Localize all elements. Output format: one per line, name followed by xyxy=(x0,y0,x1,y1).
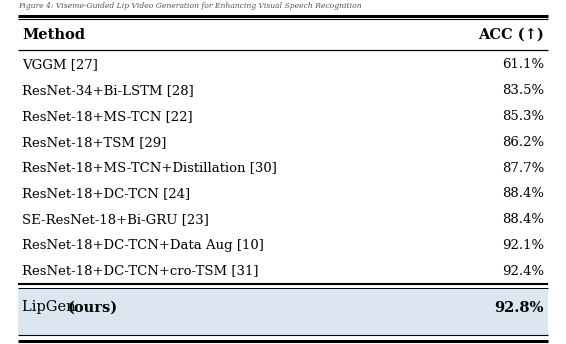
Text: ACC (↑): ACC (↑) xyxy=(478,28,544,42)
Text: ResNet-18+TSM [29]: ResNet-18+TSM [29] xyxy=(22,136,166,149)
Text: ResNet-18+MS-TCN+Distillation [30]: ResNet-18+MS-TCN+Distillation [30] xyxy=(22,161,277,174)
Text: 61.1%: 61.1% xyxy=(502,58,544,72)
Text: 83.5%: 83.5% xyxy=(502,84,544,97)
Text: 86.2%: 86.2% xyxy=(502,136,544,149)
Text: ResNet-34+Bi-LSTM [28]: ResNet-34+Bi-LSTM [28] xyxy=(22,84,194,97)
Text: ResNet-18+DC-TCN+cro-TSM [31]: ResNet-18+DC-TCN+cro-TSM [31] xyxy=(22,265,259,278)
Bar xyxy=(18,289,548,336)
Text: 92.4%: 92.4% xyxy=(502,265,544,278)
Text: 85.3%: 85.3% xyxy=(502,110,544,123)
Text: SE-ResNet-18+Bi-GRU [23]: SE-ResNet-18+Bi-GRU [23] xyxy=(22,213,209,226)
Text: 92.8%: 92.8% xyxy=(495,301,544,314)
Text: ResNet-18+MS-TCN [22]: ResNet-18+MS-TCN [22] xyxy=(22,110,192,123)
Text: VGGM [27]: VGGM [27] xyxy=(22,58,98,72)
Text: LipGen: LipGen xyxy=(22,301,80,314)
Text: Figure 4: Viseme-Guided Lip Video Generation for Enhancing Visual Speech Recogni: Figure 4: Viseme-Guided Lip Video Genera… xyxy=(18,2,362,10)
Text: Method: Method xyxy=(22,28,85,42)
Text: 88.4%: 88.4% xyxy=(502,187,544,200)
Text: 88.4%: 88.4% xyxy=(502,213,544,226)
Text: (ours): (ours) xyxy=(68,301,118,314)
Text: ResNet-18+DC-TCN+Data Aug [10]: ResNet-18+DC-TCN+Data Aug [10] xyxy=(22,239,264,252)
Text: 87.7%: 87.7% xyxy=(501,161,544,174)
Text: 92.1%: 92.1% xyxy=(502,239,544,252)
Text: ResNet-18+DC-TCN [24]: ResNet-18+DC-TCN [24] xyxy=(22,187,190,200)
